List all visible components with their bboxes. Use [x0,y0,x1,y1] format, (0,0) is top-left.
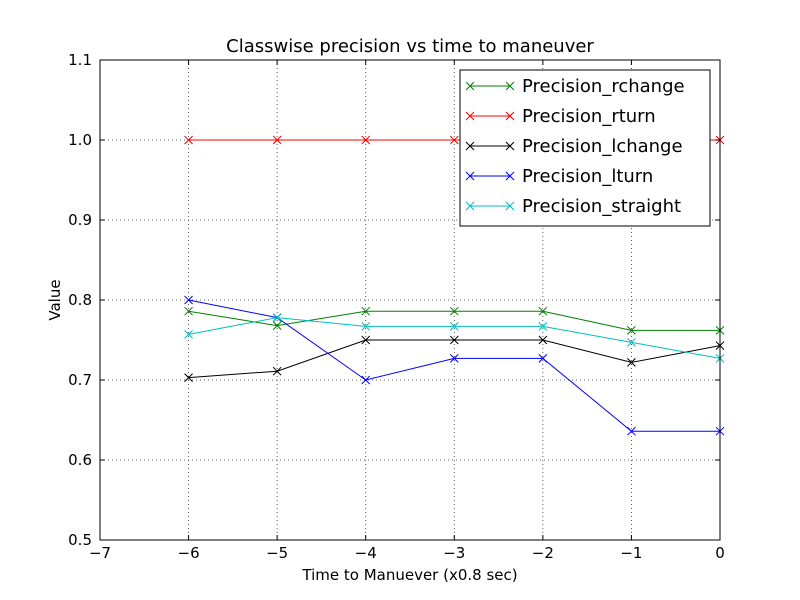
data-point-marker [184,295,193,305]
data-point-marker [361,135,371,145]
legend-frame [459,69,711,227]
x-tick-label: −7 [89,544,111,562]
series-Precision_rchange [184,306,725,335]
legend-entry: Precision_rturn [465,106,656,127]
x-tick-label: −6 [178,544,200,562]
chart-title: Classwise precision vs time to maneuver [226,36,594,57]
data-point-marker [361,375,371,385]
data-point-marker [449,322,459,331]
legend-marker [505,141,515,151]
y-tick-label: 0.8 [68,291,92,309]
legend-entry: Precision_lturn [465,166,653,187]
data-point-marker [361,306,371,316]
data-point-marker [184,135,193,145]
legend-label: Precision_lturn [522,166,653,187]
data-point-marker [449,354,459,363]
data-point-marker [184,330,193,339]
x-tick-label: −5 [266,544,288,562]
legend-entry: Precision_straight [465,196,681,217]
data-point-marker [184,306,193,316]
data-point-marker [627,338,636,347]
legend-marker [505,171,515,181]
legend-marker [465,81,475,91]
legend-marker [465,141,475,151]
data-point-marker [361,335,371,345]
series-Precision_lchange [184,335,725,382]
y-tick-label: 0.9 [68,211,92,229]
y-tick-label: 0.6 [68,451,92,469]
y-tick-label: 1.0 [68,131,92,149]
data-point-marker [627,426,636,436]
legend-entry: Precision_rchange [465,76,685,97]
data-point-marker [449,335,459,345]
data-point-marker [272,366,282,376]
x-tick-label: 0 [715,544,725,562]
data-point-marker [272,313,282,322]
legend-marker [465,171,475,181]
data-point-marker [627,358,636,367]
legend-marker [465,111,475,121]
legend-label: Precision_lchange [522,136,683,157]
data-point-marker [627,326,636,335]
data-point-marker [449,135,459,145]
data-point-marker [538,306,548,316]
legend-marker [505,111,515,121]
legend-label: Precision_rturn [522,106,656,127]
x-tick-label: −2 [532,544,554,562]
axis-ticks: −7 −6 −5 −4 −3 −2 −1 0 0.5 0.6 0.7 0.8 0.9 1.0 1.1 [68,51,725,562]
y-axis-label: Value [46,279,64,320]
y-tick-label: 0.7 [68,371,92,389]
legend-marker [505,81,515,91]
data-point-marker [361,322,371,331]
y-tick-label: 0.5 [68,531,92,549]
data-point-marker [272,321,282,330]
data-point-marker [449,306,459,316]
x-tick-label: −1 [620,544,642,562]
legend-marker [465,201,475,211]
data-point-marker [272,135,282,145]
legend-label: Precision_rchange [522,76,685,97]
data-point-marker [184,373,193,382]
x-tick-label: −3 [443,544,465,562]
x-tick-label: −4 [355,544,377,562]
legend-entry: Precision_lchange [465,136,683,157]
data-point-marker [538,322,548,331]
legend-marker [505,201,515,211]
data-point-marker [538,354,548,363]
data-point-marker [538,335,548,345]
legend: Precision_rchange Precision_rturn Precisio… [459,69,711,227]
legend-label: Precision_straight [522,196,681,217]
x-axis-label: Time to Manuever (x0.8 sec) [301,566,517,584]
y-tick-label: 1.1 [68,51,92,69]
